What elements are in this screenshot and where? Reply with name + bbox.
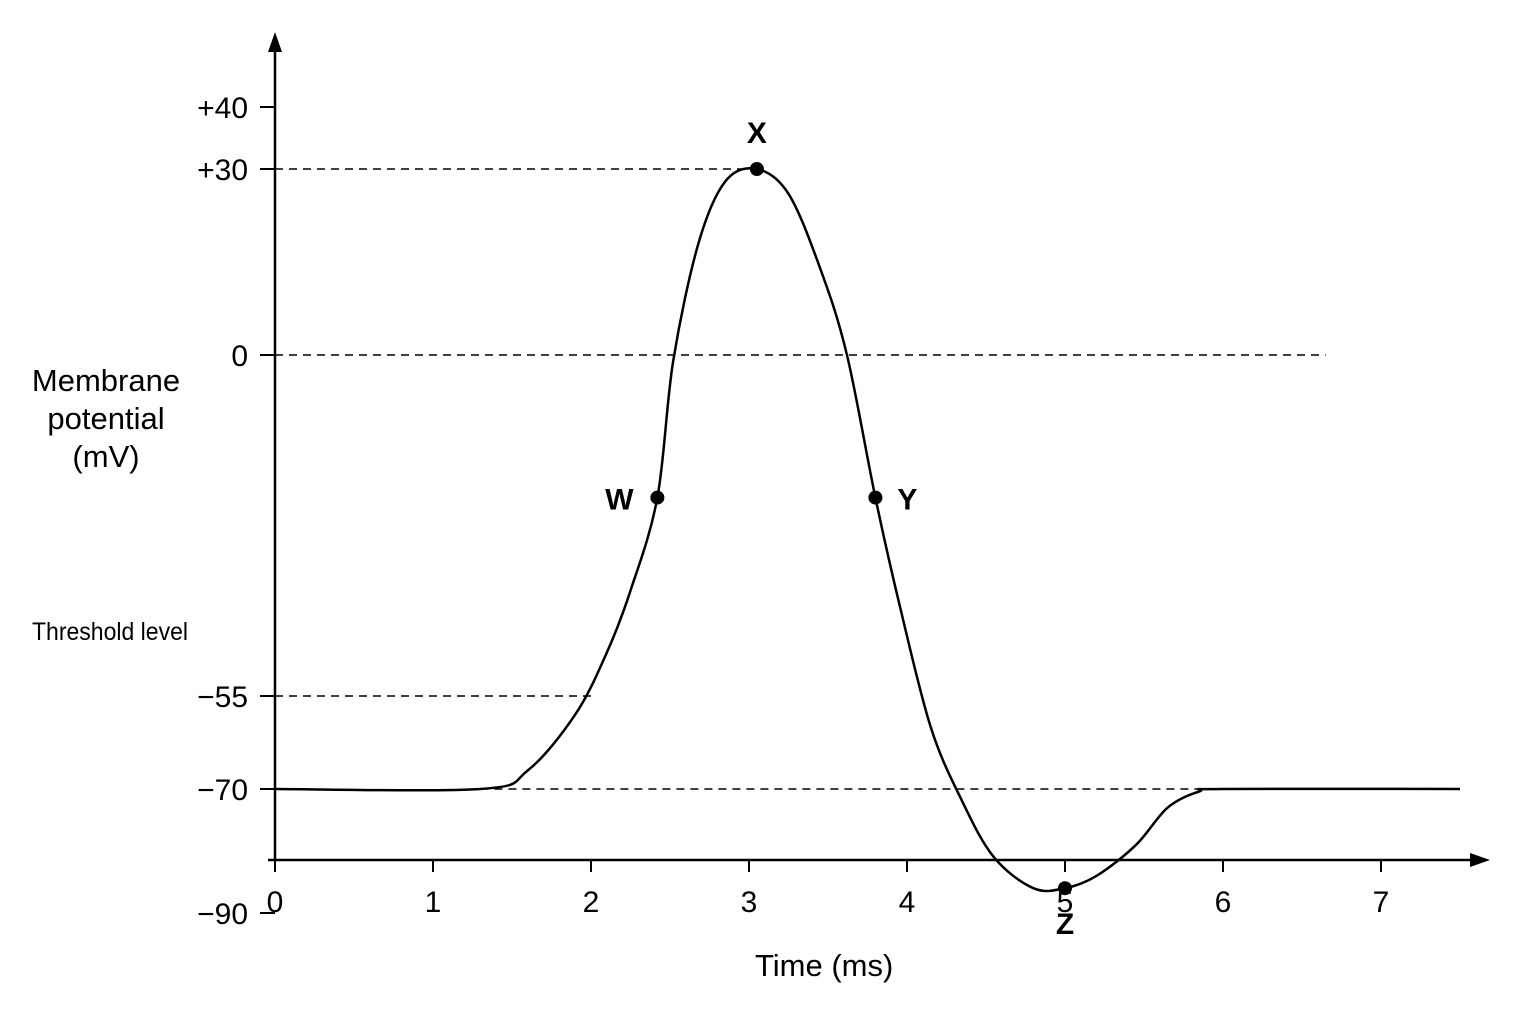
y-tick-label-5: −90 — [197, 898, 248, 931]
y-tick-label-2: 0 — [231, 340, 248, 373]
x-tick-label-6: 6 — [1215, 886, 1232, 919]
point-label-y: Y — [897, 484, 917, 517]
x-tick-label-1: 1 — [425, 886, 442, 919]
threshold-label: Threshold level — [32, 618, 188, 646]
point-marker-x — [749, 162, 764, 176]
x-axis-label: Time (ms) — [755, 948, 894, 983]
y-axis-label-line-3: (mV) — [72, 439, 140, 474]
y-tick-label-1: +30 — [197, 154, 248, 187]
x-tick-label-3: 3 — [741, 886, 758, 919]
x-axis-arrow — [1470, 853, 1490, 867]
point-marker-z — [1058, 881, 1072, 896]
y-tick-label-0: +40 — [197, 92, 248, 125]
action-potential-curve — [274, 167, 1461, 893]
labelled-points: W X Y Z — [605, 117, 1074, 941]
x-tick-label-2: 2 — [583, 886, 600, 919]
y-axis-label: Membrane potential (mV) — [16, 362, 196, 476]
point-marker-w — [650, 490, 665, 505]
axis-ticks: 0 1 2 3 4 5 6 7 +40 +30 0 −55 −70 −90 — [197, 92, 1389, 931]
point-label-z: Z — [1056, 908, 1074, 941]
x-tick-label-5: 5 — [1057, 886, 1074, 919]
reference-lines — [275, 168, 1326, 790]
y-axis-arrow — [268, 32, 282, 52]
y-tick-label-3: −55 — [197, 681, 248, 714]
point-marker-y — [868, 490, 883, 505]
y-axis-label-line-1: Membrane — [31, 363, 181, 398]
y-tick-label-4: −70 — [197, 774, 248, 807]
x-tick-label-4: 4 — [899, 886, 916, 919]
x-tick-label-7: 7 — [1373, 886, 1390, 919]
point-label-w: W — [605, 484, 634, 517]
point-label-x: X — [747, 117, 767, 150]
y-axis-label-line-2: potential — [47, 401, 165, 436]
x-tick-label-0: 0 — [267, 886, 284, 919]
axes — [268, 32, 1490, 867]
